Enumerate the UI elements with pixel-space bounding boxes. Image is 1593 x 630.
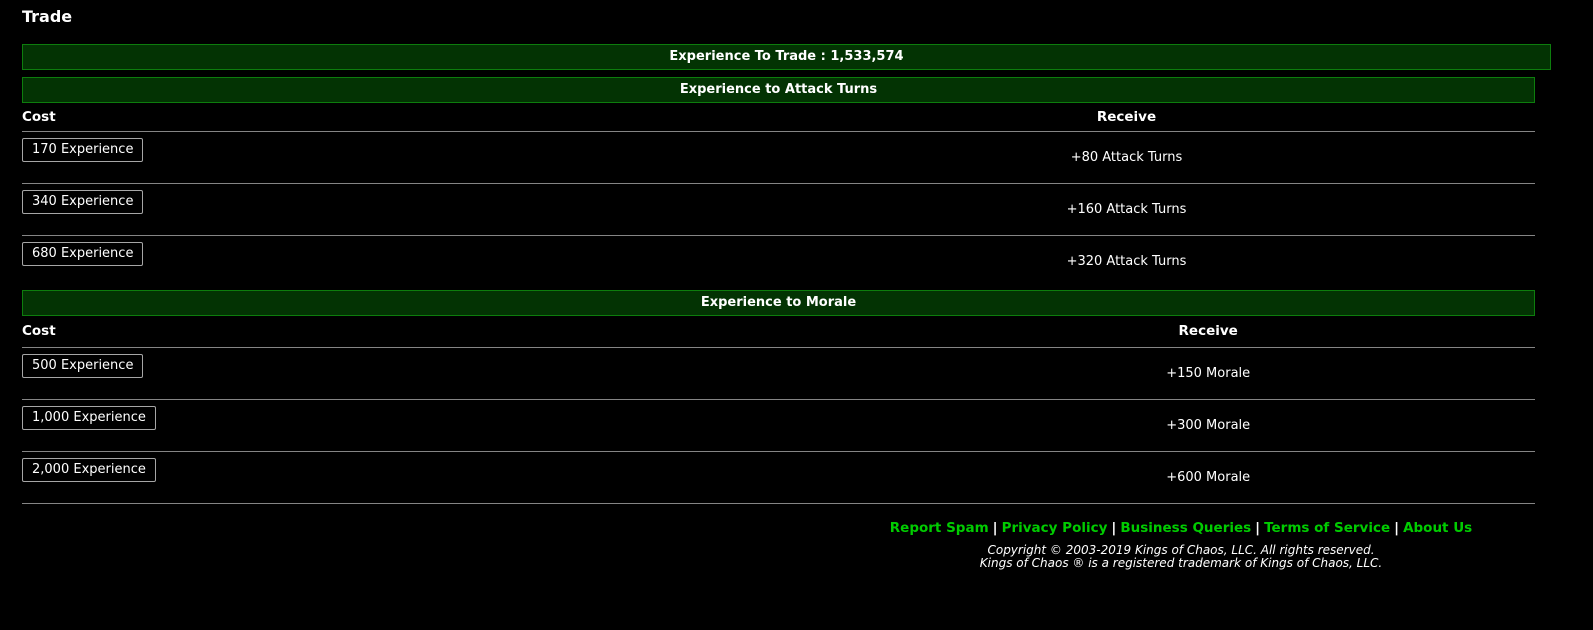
footer-link-separator: |: [1111, 519, 1117, 536]
cost-column-header: Cost: [22, 103, 718, 132]
table-header-row: Cost Receive: [22, 103, 1535, 132]
table-row: 500 Experience +150 Morale: [22, 347, 1535, 400]
cost-cell: 2,000 Experience: [22, 451, 882, 504]
receive-value: +150 Morale: [881, 347, 1535, 400]
attack-turns-section-banner: Experience to Attack Turns: [22, 77, 1535, 103]
footer-link-about-us[interactable]: About Us: [1403, 519, 1473, 536]
trade-2000-experience-button[interactable]: 2,000 Experience: [22, 458, 156, 482]
receive-value: +160 Attack Turns: [717, 183, 1535, 236]
footer-link-privacy-policy[interactable]: Privacy Policy: [1001, 519, 1108, 536]
receive-column-header: Receive: [881, 316, 1535, 348]
trade-500-experience-button[interactable]: 500 Experience: [22, 354, 144, 378]
experience-to-trade-banner: Experience To Trade : 1,533,574: [22, 44, 1551, 70]
table-row: 2,000 Experience +600 Morale: [22, 451, 1535, 504]
main-content: Trade Experience To Trade : 1,533,574 Ex…: [22, 0, 1593, 504]
copyright-line-1: Copyright © 2003-2019 Kings of Chaos, LL…: [987, 542, 1375, 557]
table-header-row: Cost Receive: [22, 316, 1535, 348]
cost-cell: 500 Experience: [22, 347, 882, 400]
trade-170-experience-button[interactable]: 170 Experience: [22, 138, 144, 162]
cost-column-header: Cost: [22, 316, 882, 348]
cost-cell: 170 Experience: [22, 131, 718, 184]
footer-link-separator: |: [1255, 519, 1261, 536]
page-title: Trade: [22, 7, 73, 26]
table-row: 680 Experience +320 Attack Turns: [22, 235, 1535, 287]
morale-section-banner: Experience to Morale: [22, 290, 1535, 316]
attack-turns-table: Cost Receive 170 Experience +80 Attack T…: [22, 103, 1535, 287]
footer-link-report-spam[interactable]: Report Spam: [889, 519, 989, 536]
receive-value: +600 Morale: [881, 451, 1535, 504]
table-row: 340 Experience +160 Attack Turns: [22, 183, 1535, 236]
footer-link-separator: |: [1394, 519, 1400, 536]
trade-1000-experience-button[interactable]: 1,000 Experience: [22, 406, 156, 430]
footer-link-terms-of-service[interactable]: Terms of Service: [1264, 519, 1391, 536]
receive-column-header: Receive: [717, 103, 1535, 132]
cost-cell: 680 Experience: [22, 235, 718, 287]
cost-cell: 1,000 Experience: [22, 399, 882, 452]
table-row: 1,000 Experience +300 Morale: [22, 399, 1535, 452]
cost-cell: 340 Experience: [22, 183, 718, 236]
trade-680-experience-button[interactable]: 680 Experience: [22, 242, 144, 267]
footer-links: Report Spam | Privacy Policy | Business Quer…: [769, 520, 1593, 537]
page-footer: Report Spam | Privacy Policy | Business Quer…: [769, 520, 1593, 571]
morale-table: Cost Receive 500 Experience +150 Morale …: [22, 316, 1535, 504]
trade-340-experience-button[interactable]: 340 Experience: [22, 190, 144, 214]
table-row: 170 Experience +80 Attack Turns: [22, 131, 1535, 184]
copyright-notice: Copyright © 2003-2019 Kings of Chaos, LL…: [769, 542, 1593, 571]
footer-link-separator: |: [992, 519, 998, 536]
copyright-line-2: Kings of Chaos ® is a registered tradema…: [979, 556, 1383, 570]
receive-value: +80 Attack Turns: [717, 131, 1535, 184]
receive-value: +320 Attack Turns: [1066, 253, 1187, 269]
receive-value: +300 Morale: [881, 399, 1535, 452]
footer-link-business-queries[interactable]: Business Queries: [1120, 519, 1252, 536]
